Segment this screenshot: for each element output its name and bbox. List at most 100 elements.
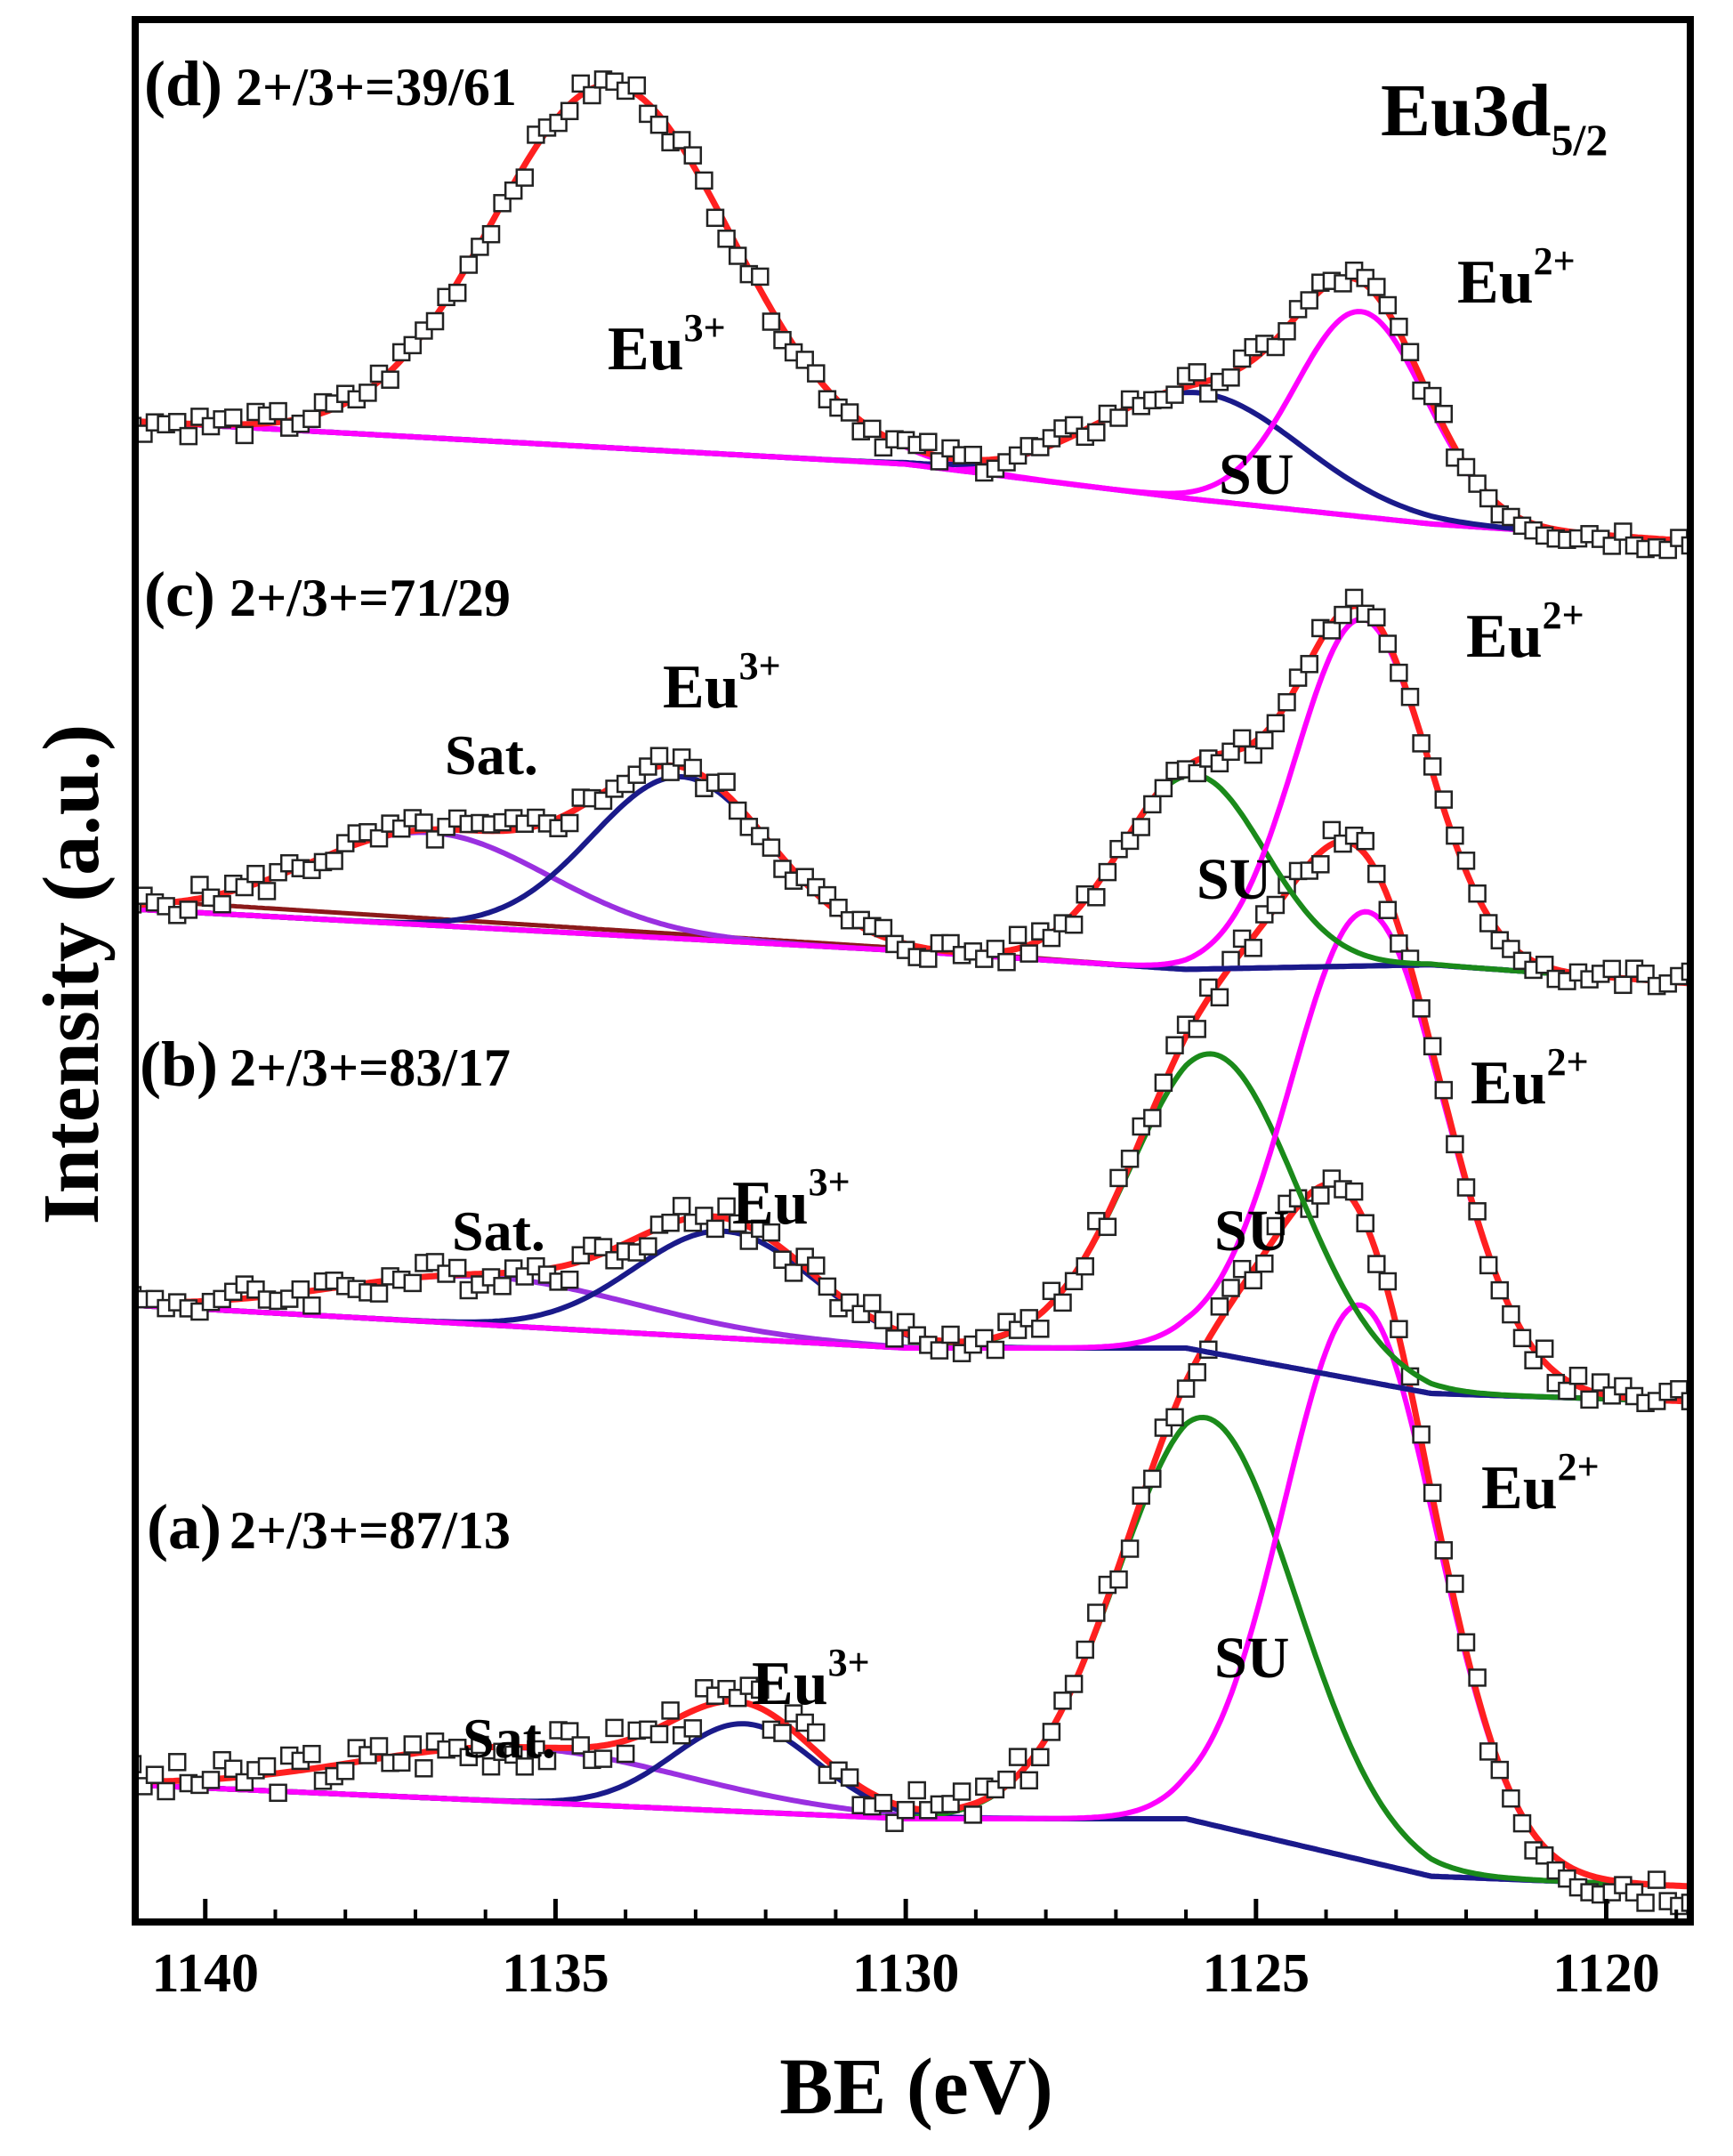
data-point [1580, 1390, 1599, 1409]
data-point [1165, 385, 1184, 404]
data-point [425, 311, 445, 331]
peak-label-eu2-b: Eu2+ [1471, 1040, 1589, 1118]
data-point [1300, 655, 1318, 674]
x-tick-label: 1120 [1552, 1943, 1660, 2004]
data-point [649, 747, 669, 765]
ratio-text-c: 2+/3+=71/29 [230, 569, 511, 627]
data-point [1479, 489, 1498, 508]
data-point [997, 1770, 1016, 1789]
data-point [246, 864, 265, 884]
data-point [302, 1296, 321, 1315]
data-point [1255, 731, 1274, 750]
data-point [717, 230, 736, 248]
data-point [1468, 884, 1487, 903]
peak-label-eu3-a: Eu3+ [752, 1641, 870, 1718]
data-point [1098, 862, 1117, 882]
plot-frame [132, 16, 1694, 1926]
data-point [705, 208, 725, 228]
data-point [1031, 1748, 1050, 1767]
peak-label-su-c: SU [1197, 847, 1271, 912]
data-point [1681, 536, 1690, 555]
data-point [919, 949, 938, 968]
data-point [863, 419, 882, 439]
data-point [403, 1735, 423, 1754]
data-point [695, 171, 713, 190]
data-point [235, 877, 254, 897]
data-point [1367, 608, 1386, 627]
data-point [1244, 745, 1262, 764]
data-point [1053, 1293, 1072, 1312]
data-point [359, 384, 377, 402]
data-point [593, 1749, 613, 1768]
peak-label-eu3-c: Eu3+ [663, 644, 781, 722]
data-point [1210, 988, 1229, 1007]
data-point [661, 763, 680, 781]
data-point [683, 1719, 703, 1738]
data-point [1602, 537, 1622, 555]
data-point [1109, 408, 1128, 427]
data-point [1188, 763, 1206, 783]
data-point [1412, 734, 1431, 753]
data-point [1446, 1135, 1464, 1154]
data-point [1468, 474, 1487, 493]
data-point [1378, 1272, 1398, 1291]
data-point [302, 409, 321, 429]
data-point [1479, 1742, 1498, 1761]
data-point [1154, 1073, 1173, 1093]
data-point [986, 940, 1005, 958]
data-point [583, 85, 601, 105]
data-point [1109, 1570, 1128, 1589]
data-point [325, 852, 343, 870]
data-point [605, 1718, 624, 1738]
data-point [751, 1680, 770, 1700]
x-tick-label: 1125 [1203, 1943, 1310, 2004]
data-point [515, 168, 535, 187]
data-point [381, 370, 399, 389]
data-point [1412, 999, 1431, 1018]
data-point [963, 445, 982, 464]
data-point [1120, 831, 1140, 851]
data-point [896, 1312, 915, 1332]
data-point [1188, 1362, 1206, 1382]
data-point [369, 1737, 389, 1756]
data-point [863, 1294, 882, 1312]
data-point [1132, 818, 1150, 836]
data-point [784, 1264, 803, 1282]
data-point [1188, 363, 1206, 382]
data-point [1367, 864, 1386, 884]
data-point [1221, 368, 1240, 387]
x-axis-label: BE (eV) [779, 2043, 1052, 2131]
data-point [1288, 668, 1308, 687]
data-point [672, 131, 691, 149]
data-point [1614, 522, 1632, 541]
data-point [1221, 950, 1240, 970]
data-point [403, 335, 423, 355]
data-point [1232, 729, 1252, 748]
data-point [661, 1701, 680, 1720]
data-point [471, 1735, 489, 1755]
data-point [683, 146, 703, 165]
data-point [1221, 742, 1240, 762]
data-point [302, 1744, 321, 1764]
data-point [818, 1277, 837, 1296]
raw-data-c [135, 588, 1690, 996]
peak-label-eu2-d: Eu2+ [1457, 239, 1576, 317]
data-point [997, 952, 1016, 972]
data-point [1636, 1894, 1655, 1912]
data-point [1535, 1846, 1554, 1865]
data-point [1311, 855, 1330, 874]
data-point [874, 1311, 893, 1329]
peak-label-su-b: SU [1214, 1199, 1289, 1264]
data-point [1064, 915, 1084, 934]
data-point [1423, 1037, 1442, 1056]
data-point [1154, 779, 1173, 798]
data-point [717, 1197, 736, 1216]
data-point [1390, 934, 1408, 953]
data-point [717, 772, 736, 791]
data-point [728, 801, 747, 820]
data-point [963, 1805, 982, 1824]
data-point [1378, 634, 1398, 653]
data-point [1042, 1723, 1061, 1741]
data-point [1390, 663, 1408, 682]
data-point [1390, 1320, 1408, 1338]
